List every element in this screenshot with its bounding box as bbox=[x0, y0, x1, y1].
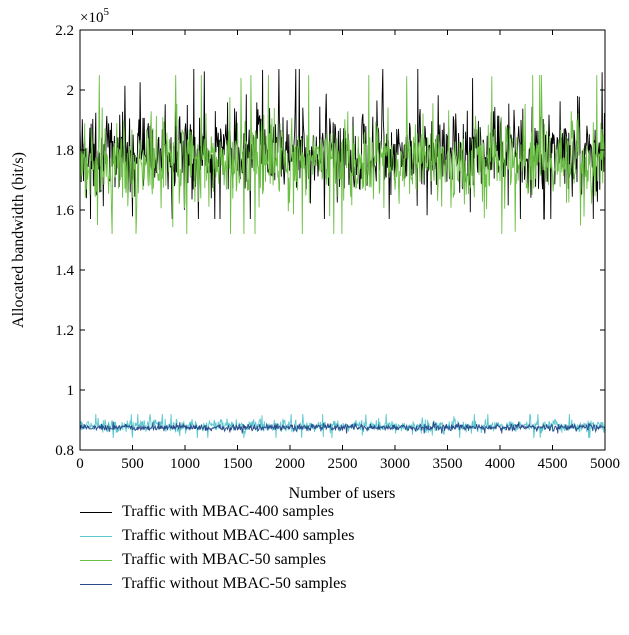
x-tick-label: 1000 bbox=[170, 456, 200, 472]
legend-item: Traffic without MBAC-400 samples bbox=[80, 524, 500, 548]
legend-swatch bbox=[80, 511, 112, 513]
x-axis-title: Number of users bbox=[289, 485, 396, 500]
y-tick-label: 2.2 bbox=[55, 23, 74, 39]
plot-frame bbox=[79, 29, 606, 451]
x-tick-label: 2500 bbox=[328, 456, 358, 472]
y-tick-label: 0.8 bbox=[55, 443, 74, 459]
y-axis-title: Allocated bandwidth (bit/s) bbox=[10, 152, 27, 328]
series-line bbox=[80, 74, 605, 235]
series-line bbox=[80, 421, 605, 434]
x-tick-label: 4000 bbox=[485, 456, 515, 472]
legend-label: Traffic with MBAC-50 samples bbox=[122, 551, 326, 568]
x-tick-label: 3000 bbox=[380, 456, 410, 472]
x-tick-label: 5000 bbox=[590, 456, 620, 472]
y-axis: 0.8 1 1.2 1.4 1.6 1.8 2 2.2 bbox=[55, 23, 605, 459]
y-tick-label: 2 bbox=[67, 83, 75, 99]
legend-swatch bbox=[80, 583, 112, 585]
x-axis: 0 500 1000 1500 2000 2500 3000 3500 4000 4500 5000 bbox=[76, 30, 620, 472]
legend-item: Traffic without MBAC-50 samples bbox=[80, 572, 500, 596]
y-tick-label: 1.6 bbox=[55, 203, 74, 219]
series-layer bbox=[80, 68, 605, 439]
legend-swatch bbox=[80, 535, 112, 537]
legend-swatch bbox=[80, 559, 112, 561]
legend-item: Traffic with MBAC-400 samples bbox=[80, 500, 500, 524]
y-tick-label: 1.2 bbox=[55, 323, 74, 339]
x-tick-label: 2000 bbox=[275, 456, 305, 472]
y-multiplier: ×105 bbox=[80, 6, 109, 26]
x-tick-label: 4500 bbox=[538, 456, 568, 472]
legend: Traffic with MBAC-400 samples Traffic wi… bbox=[80, 500, 500, 596]
y-tick-label: 1.8 bbox=[55, 143, 74, 159]
x-tick-label: 500 bbox=[121, 456, 144, 472]
x-tick-label: 1500 bbox=[223, 456, 253, 472]
x-tick-label: 0 bbox=[76, 456, 84, 472]
legend-label: Traffic without MBAC-400 samples bbox=[122, 527, 355, 544]
legend-label: Traffic with MBAC-400 samples bbox=[122, 503, 334, 520]
y-tick-label: 1.4 bbox=[55, 263, 74, 279]
legend-label: Traffic without MBAC-50 samples bbox=[122, 575, 347, 592]
legend-item: Traffic with MBAC-50 samples bbox=[80, 548, 500, 572]
y-tick-label: 1 bbox=[67, 383, 75, 399]
x-tick-label: 3500 bbox=[433, 456, 463, 472]
chart: 0 500 1000 1500 2000 2500 3000 3500 4000 4500 5000… bbox=[10, 6, 620, 500]
y-multiplier-exponent: 5 bbox=[103, 6, 109, 18]
